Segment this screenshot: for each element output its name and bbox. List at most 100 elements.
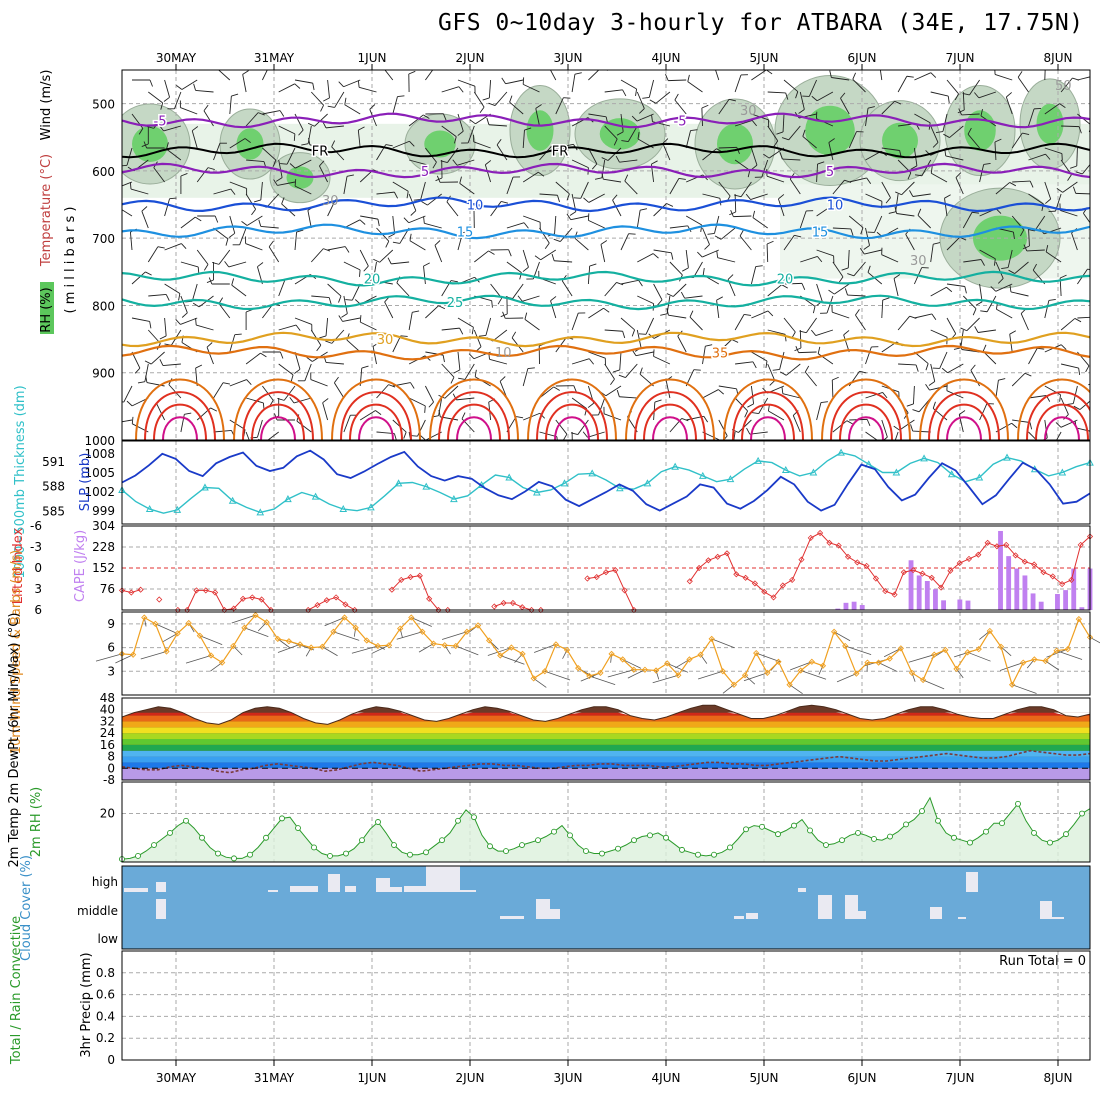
wind-barb-flag <box>488 250 495 255</box>
wind-barb <box>588 307 604 319</box>
wind-barb <box>146 382 165 387</box>
wind-axis-label: 10m Wind Speed & Barbs (m/s) <box>9 550 24 755</box>
wind-barb <box>506 261 522 273</box>
surface-isotherm <box>732 391 804 440</box>
wind-barb-flag <box>1024 372 1032 377</box>
wind-barb-flag <box>1008 269 1015 274</box>
wind-barb <box>523 215 541 223</box>
rh-point <box>599 850 605 857</box>
wind-barb <box>278 279 286 297</box>
cape-bar <box>1022 575 1028 610</box>
wind-barb <box>131 317 150 322</box>
wind-barb <box>722 684 735 694</box>
wind-barb <box>309 144 328 149</box>
lifted-index-point <box>956 560 963 567</box>
temp-band <box>122 712 1090 716</box>
wind-barb-flag <box>137 381 145 384</box>
wind-barb-flag <box>701 104 709 109</box>
wind-barb-flag <box>980 310 988 313</box>
wind-barb <box>603 178 622 183</box>
wind-barb <box>687 81 703 93</box>
rh-point <box>551 828 557 835</box>
wind-barb-flag <box>159 359 164 366</box>
rh-shade-core <box>132 126 168 162</box>
wind-barb <box>310 248 324 263</box>
wind-barb-flag <box>850 228 854 236</box>
wind-barb-flag <box>638 280 643 287</box>
lifted-index-point <box>239 595 247 602</box>
wind-barb <box>750 193 768 200</box>
rh-shade-core <box>964 110 996 151</box>
wind-barb <box>1071 232 1078 251</box>
temp-band <box>122 762 1090 769</box>
rh-point <box>679 846 685 853</box>
wind-barb-flag <box>947 95 950 104</box>
surface-isotherm <box>830 391 902 440</box>
wind-barb <box>979 249 996 260</box>
wind-barb <box>947 363 964 374</box>
lifted-index-point <box>202 587 209 594</box>
wind-speed-point <box>897 645 904 652</box>
wind-barb <box>327 246 346 251</box>
lifted-index-point <box>928 574 935 581</box>
wind-barb-flag <box>1045 447 1052 448</box>
wind-barb <box>408 114 424 127</box>
wind-barb <box>554 215 557 234</box>
wind-barb <box>213 188 231 195</box>
wind-barb-flag <box>438 409 441 417</box>
wind-barb <box>635 351 654 357</box>
wind-barb <box>218 303 231 319</box>
wind-barb-flag <box>231 93 239 97</box>
wind-barb-flag <box>436 65 443 67</box>
cape-bar <box>916 575 922 610</box>
wind-speed-point <box>463 628 471 635</box>
wind-barb-flag <box>508 249 512 257</box>
wind-barb <box>278 159 283 178</box>
isotherm-line <box>122 162 1090 179</box>
wind-barb <box>162 363 181 367</box>
wind-barb-flag <box>972 308 977 316</box>
rh-axis-label: 2m RH (%) <box>29 787 44 858</box>
wind-barb-flag <box>912 409 920 413</box>
wind-speed-point <box>552 641 560 648</box>
isotherm-label: 20 <box>777 273 794 288</box>
wind-barb <box>535 108 540 127</box>
lifted-index-line <box>494 602 541 611</box>
wind-barb <box>743 672 768 682</box>
wind-barb <box>865 431 878 440</box>
wind-barb <box>196 167 209 183</box>
wind-barb <box>322 646 338 657</box>
wind-barb <box>457 317 474 328</box>
wind-barb <box>800 256 818 263</box>
wind-speed-point <box>719 668 726 675</box>
rh-shade-core <box>1036 103 1064 145</box>
wind-barb-flag <box>323 97 330 102</box>
wind-barb <box>164 243 182 251</box>
wind-barb <box>1010 291 1029 297</box>
wind-barb-flag <box>323 248 331 252</box>
wind-barb <box>1007 249 1013 268</box>
wind-barb <box>115 654 134 664</box>
surface-isotherm <box>331 378 421 440</box>
wind-barb-flag <box>1085 365 1090 373</box>
wind-barb <box>786 363 801 376</box>
wind-barb-flag <box>1087 268 1090 271</box>
wind-speed-point <box>497 652 504 659</box>
wind-barb-flag <box>615 155 620 163</box>
lifted-index-point <box>314 602 321 609</box>
wind-barb-flag <box>1022 245 1030 250</box>
surface-isotherm <box>723 378 813 440</box>
wind-barb <box>979 164 985 183</box>
lifted-index-point <box>965 555 973 562</box>
wind-barb <box>945 155 964 161</box>
wind-barb <box>180 216 196 229</box>
wind-barb <box>653 203 667 217</box>
wind-barb <box>946 79 959 95</box>
wind-barb <box>571 312 579 331</box>
wind-barb-flag <box>935 131 944 133</box>
wind-barb <box>1094 290 1100 296</box>
wind-barb-flag <box>159 335 167 340</box>
precip-tick-label: 0.2 <box>96 1031 115 1045</box>
panel-frame <box>121 525 1091 611</box>
wind-speed-point <box>1042 657 1049 665</box>
